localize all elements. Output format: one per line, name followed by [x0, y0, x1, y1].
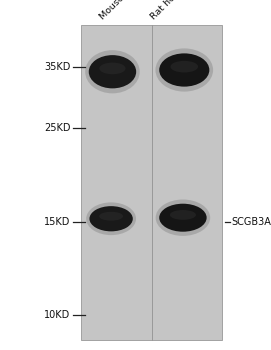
Ellipse shape: [170, 61, 198, 72]
Ellipse shape: [159, 204, 207, 232]
Ellipse shape: [99, 212, 123, 220]
Text: 15KD: 15KD: [44, 217, 70, 227]
Text: Mouse heart: Mouse heart: [98, 0, 146, 21]
Text: SCGB3A2: SCGB3A2: [232, 217, 271, 227]
Ellipse shape: [99, 63, 125, 74]
Text: 25KD: 25KD: [44, 123, 70, 133]
Ellipse shape: [85, 50, 140, 93]
Text: 35KD: 35KD: [44, 62, 70, 71]
Ellipse shape: [156, 199, 210, 236]
Ellipse shape: [170, 210, 196, 220]
Text: Rat heart: Rat heart: [150, 0, 187, 21]
Ellipse shape: [89, 206, 133, 231]
Ellipse shape: [156, 48, 213, 92]
Ellipse shape: [159, 53, 209, 87]
Ellipse shape: [89, 55, 136, 88]
Text: 10KD: 10KD: [44, 310, 70, 320]
Ellipse shape: [86, 202, 136, 235]
Bar: [81, 25, 222, 339]
